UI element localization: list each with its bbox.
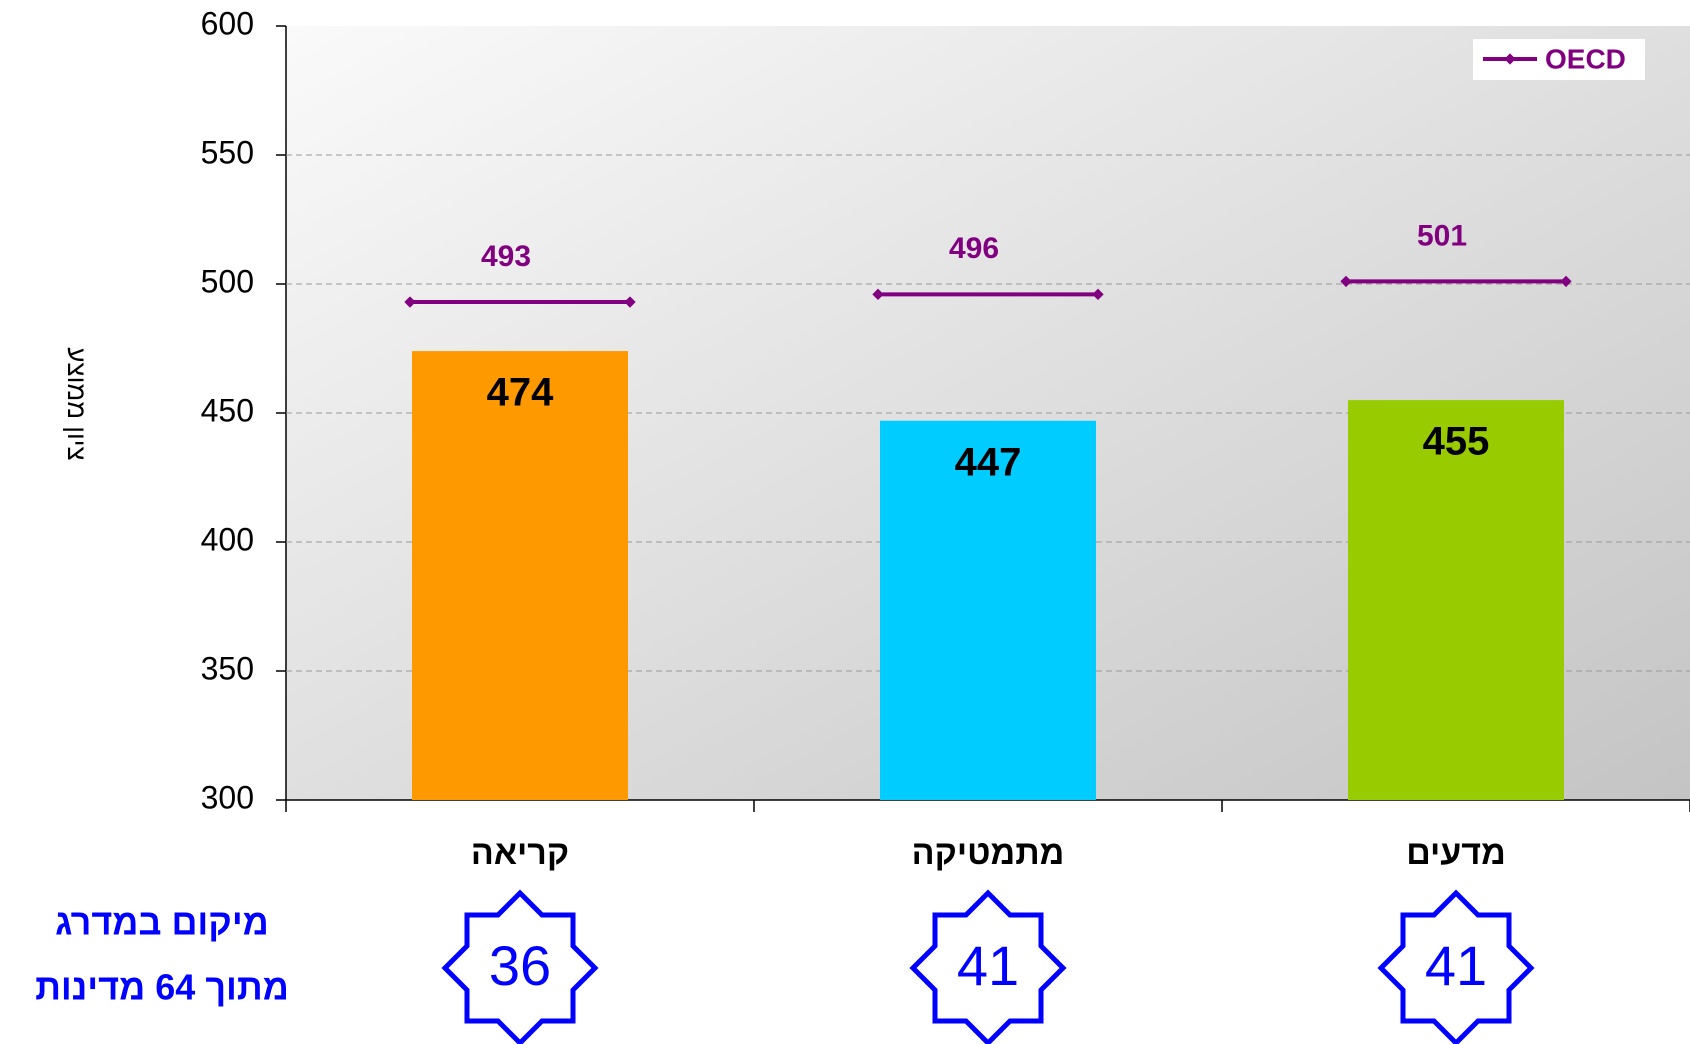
y-tick-label: 350 — [201, 650, 254, 686]
y-tick-label: 550 — [201, 134, 254, 170]
bar-value-label: 455 — [1423, 420, 1490, 464]
rank-value: 41 — [957, 934, 1019, 997]
bar-value-label: 447 — [955, 440, 1022, 484]
y-tick-label: 400 — [201, 521, 254, 557]
y-tick-label: 300 — [201, 779, 254, 815]
x-tick-label: מדעים — [1406, 834, 1506, 872]
y-tick-label: 600 — [201, 5, 254, 41]
oecd-marker — [1092, 288, 1104, 300]
y-axis-label: ציון ממוצע — [62, 347, 92, 460]
bar — [1348, 400, 1564, 800]
x-tick-label: מתמטיקה — [912, 834, 1065, 872]
legend-label: OECD — [1545, 43, 1626, 74]
oecd-marker — [1560, 275, 1572, 288]
oecd-marker — [1340, 275, 1352, 288]
rank-star — [1377, 889, 1535, 1044]
rank-value: 36 — [489, 934, 551, 997]
oecd-marker — [872, 288, 884, 300]
y-tick-label: 450 — [201, 392, 254, 428]
legend-marker — [1504, 53, 1516, 65]
rank-value: 41 — [1425, 934, 1487, 997]
y-tick-label: 500 — [201, 263, 254, 299]
oecd-value-label: 501 — [1417, 219, 1467, 252]
bar-value-label: 474 — [487, 371, 554, 415]
rank-star — [909, 889, 1067, 1044]
bar — [880, 420, 1096, 800]
oecd-marker — [624, 296, 636, 308]
oecd-value-label: 493 — [481, 240, 531, 273]
rank-star — [441, 889, 599, 1044]
rank-title: מתוך 64 מדינות — [35, 967, 289, 1008]
bar — [412, 351, 628, 800]
x-tick-label: קריאה — [471, 834, 569, 872]
oecd-marker — [404, 296, 416, 308]
rank-title: מיקום במדרג — [55, 902, 269, 943]
oecd-value-label: 496 — [949, 232, 999, 265]
